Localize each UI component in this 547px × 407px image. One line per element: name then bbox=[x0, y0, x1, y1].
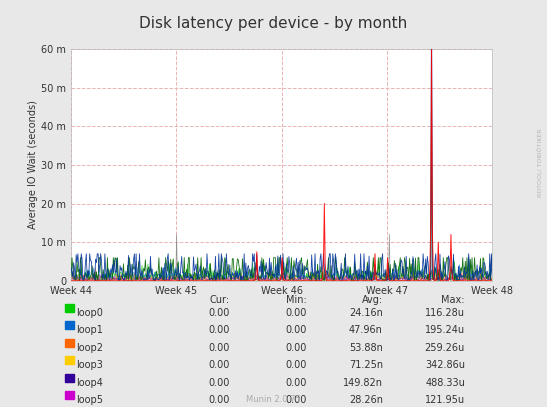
Text: 24.16n: 24.16n bbox=[349, 308, 383, 318]
Text: loop4: loop4 bbox=[77, 378, 103, 388]
Text: 0.00: 0.00 bbox=[208, 395, 230, 405]
Text: 0.00: 0.00 bbox=[285, 308, 306, 318]
Text: 28.26n: 28.26n bbox=[349, 395, 383, 405]
Bar bbox=[65, 356, 74, 364]
Text: 259.26u: 259.26u bbox=[424, 343, 465, 353]
Text: 47.96n: 47.96n bbox=[349, 325, 383, 335]
Text: 0.00: 0.00 bbox=[208, 325, 230, 335]
Text: 488.33u: 488.33u bbox=[425, 378, 465, 388]
Text: RDTOOL/ TOBIÖTIKER: RDTOOL/ TOBIÖTIKER bbox=[538, 129, 543, 197]
Text: 0.00: 0.00 bbox=[208, 360, 230, 370]
Text: 149.82n: 149.82n bbox=[343, 378, 383, 388]
Text: 0.00: 0.00 bbox=[208, 378, 230, 388]
Bar bbox=[65, 391, 74, 399]
Text: Max:: Max: bbox=[441, 295, 465, 305]
Y-axis label: Average IO Wait (seconds): Average IO Wait (seconds) bbox=[28, 101, 38, 229]
Text: 0.00: 0.00 bbox=[285, 360, 306, 370]
Text: 0.00: 0.00 bbox=[208, 308, 230, 318]
Text: Munin 2.0.75: Munin 2.0.75 bbox=[246, 395, 301, 404]
Text: Avg:: Avg: bbox=[362, 295, 383, 305]
Text: 53.88n: 53.88n bbox=[349, 343, 383, 353]
Text: 116.28u: 116.28u bbox=[425, 308, 465, 318]
Text: loop5: loop5 bbox=[77, 395, 103, 405]
Text: loop3: loop3 bbox=[77, 360, 103, 370]
Text: 121.95u: 121.95u bbox=[425, 395, 465, 405]
Text: 0.00: 0.00 bbox=[285, 378, 306, 388]
Text: loop2: loop2 bbox=[77, 343, 103, 353]
Bar bbox=[65, 304, 74, 312]
Text: 342.86u: 342.86u bbox=[425, 360, 465, 370]
Text: 195.24u: 195.24u bbox=[425, 325, 465, 335]
Bar bbox=[65, 374, 74, 382]
Text: 0.00: 0.00 bbox=[285, 325, 306, 335]
Text: 0.00: 0.00 bbox=[285, 395, 306, 405]
Text: loop0: loop0 bbox=[77, 308, 103, 318]
Text: Min:: Min: bbox=[286, 295, 306, 305]
Bar bbox=[65, 339, 74, 347]
Text: loop1: loop1 bbox=[77, 325, 103, 335]
Text: Disk latency per device - by month: Disk latency per device - by month bbox=[139, 16, 408, 31]
Text: Cur:: Cur: bbox=[210, 295, 230, 305]
Bar bbox=[65, 321, 74, 329]
Text: 71.25n: 71.25n bbox=[349, 360, 383, 370]
Text: 0.00: 0.00 bbox=[285, 343, 306, 353]
Text: 0.00: 0.00 bbox=[208, 343, 230, 353]
